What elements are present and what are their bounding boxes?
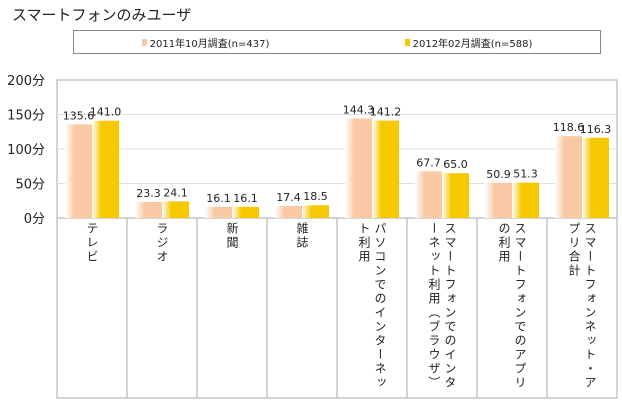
category-label: スマートフォンでのアプリの利用 bbox=[477, 222, 547, 392]
data-label: 50.9 bbox=[486, 168, 511, 181]
legend-label: 2011年10月調査(n=437) bbox=[149, 38, 270, 50]
category-label-text: スマートフォンでのアプリの利用 bbox=[497, 222, 527, 390]
data-label: 141.0 bbox=[90, 106, 122, 119]
chart-title: スマートフォンのみユーザ bbox=[12, 6, 192, 24]
legend-label: 2012年02月調査(n=588) bbox=[412, 38, 533, 50]
category-label-text: 新聞 bbox=[225, 222, 239, 250]
category-label: スマートフォンでのインターネット利用（ブラウザ） bbox=[407, 222, 477, 392]
bar-0-4 bbox=[345, 118, 372, 218]
y-tick-label: 150分 bbox=[7, 109, 45, 124]
legend-item-2011: 2011年10月調査(n=437) bbox=[141, 35, 270, 50]
data-label: 18.5 bbox=[303, 190, 328, 203]
bar-1-4 bbox=[372, 120, 399, 218]
data-label: 16.1 bbox=[206, 192, 231, 205]
legend-swatch bbox=[141, 38, 147, 46]
category-label: スマートフォンネット・アプリ合計 bbox=[547, 222, 617, 392]
bar-1-1 bbox=[162, 201, 189, 218]
legend-item-2012: 2012年02月調査(n=588) bbox=[404, 35, 533, 50]
data-label: 51.3 bbox=[513, 168, 538, 181]
bar-1-0 bbox=[92, 120, 119, 218]
bar-0-6 bbox=[485, 182, 512, 218]
data-label: 24.1 bbox=[163, 186, 188, 199]
category-label-text: テレビ bbox=[85, 222, 99, 264]
data-label: 17.4 bbox=[276, 191, 301, 204]
bar-1-3 bbox=[302, 205, 329, 218]
data-label: 141.2 bbox=[370, 106, 402, 119]
y-tick-label: 100分 bbox=[7, 143, 45, 158]
bar-0-0 bbox=[65, 124, 92, 218]
legend-swatch bbox=[404, 38, 410, 46]
data-label: 144.3 bbox=[343, 103, 375, 116]
bar-0-1 bbox=[135, 201, 162, 218]
category-label-text: スマートフォンネット・アプリ合計 bbox=[567, 222, 597, 390]
category-label-text: パソコンでのインターネット利用 bbox=[357, 222, 387, 390]
category-label: 新聞 bbox=[197, 222, 267, 392]
data-label: 135.6 bbox=[63, 109, 95, 122]
data-label: 23.3 bbox=[136, 187, 161, 200]
data-label: 16.1 bbox=[233, 192, 258, 205]
data-label: 65.0 bbox=[443, 158, 468, 171]
category-label: テレビ bbox=[57, 222, 127, 392]
bar-0-7 bbox=[555, 136, 582, 218]
y-tick-label: 0分 bbox=[24, 212, 45, 227]
bar-1-7 bbox=[582, 137, 609, 218]
category-label-text: スマートフォンでのインターネット利用（ブラウザ） bbox=[427, 222, 457, 390]
bar-1-2 bbox=[232, 206, 259, 218]
category-label: ラジオ bbox=[127, 222, 197, 392]
category-label: 雑誌 bbox=[267, 222, 337, 392]
data-label: 67.7 bbox=[416, 156, 441, 169]
y-tick-label: 200分 bbox=[7, 74, 45, 89]
bar-0-3 bbox=[275, 205, 302, 218]
bar-1-6 bbox=[512, 182, 539, 218]
bar-1-5 bbox=[442, 173, 469, 218]
legend: 2011年10月調査(n=437) 2012年02月調査(n=588) bbox=[73, 30, 601, 54]
category-label: パソコンでのインターネット利用 bbox=[337, 222, 407, 392]
data-label: 118.6 bbox=[553, 121, 585, 134]
category-label-text: ラジオ bbox=[155, 222, 169, 264]
y-tick-label: 50分 bbox=[15, 178, 45, 193]
data-label: 116.3 bbox=[580, 123, 612, 136]
category-label-text: 雑誌 bbox=[295, 222, 309, 250]
bar-0-2 bbox=[205, 206, 232, 218]
bar-0-5 bbox=[415, 171, 442, 218]
